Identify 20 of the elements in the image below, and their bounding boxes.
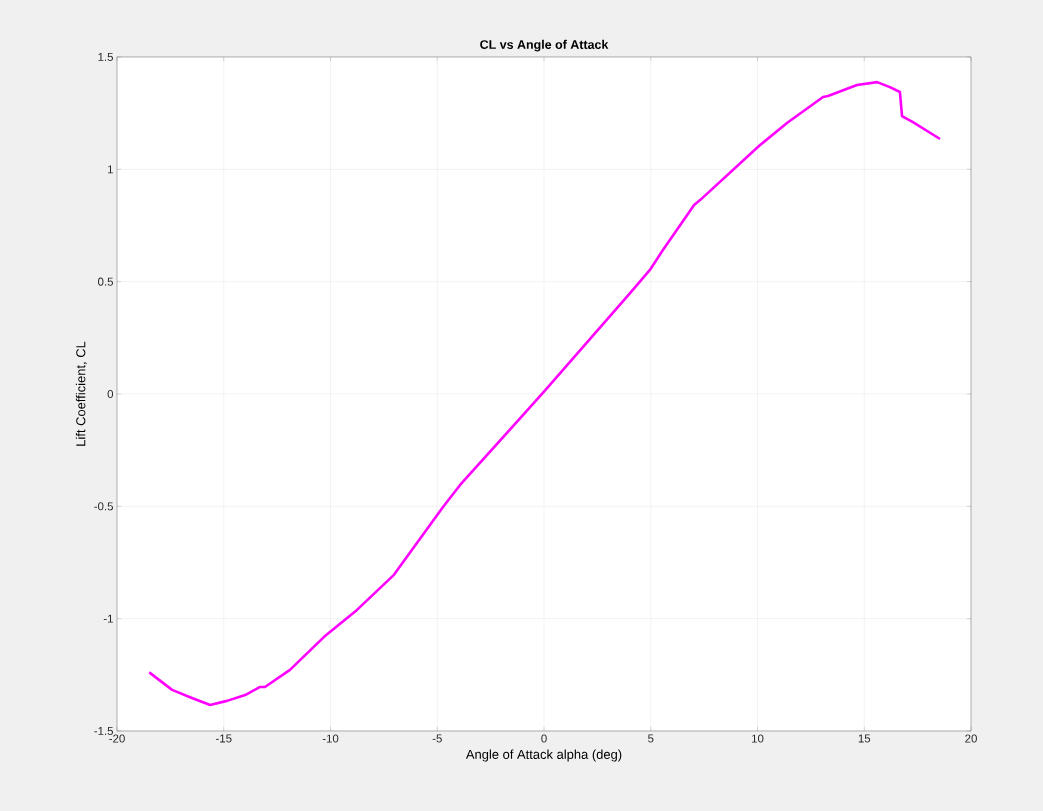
x-tick-label: -5 [432, 734, 442, 743]
y-tick-label: -0.5 [94, 502, 114, 511]
chart-title: CL vs Angle of Attack [480, 39, 609, 52]
x-axis-title: Angle of Attack alpha (deg) [465, 749, 622, 762]
x-tick-label: -10 [322, 734, 339, 743]
x-tick-label: -15 [216, 734, 232, 743]
line-series [147, 80, 942, 707]
y-tick-label: -1.5 [94, 726, 114, 735]
y-tick-label: 0 [107, 389, 114, 399]
x-tick-label: 5 [648, 734, 654, 743]
y-axis-title: Lift Coefficient, CL [75, 341, 87, 446]
x-tick-label: 20 [965, 734, 977, 743]
y-tick-label: 1.5 [98, 52, 114, 61]
x-tick-label: 10 [752, 734, 764, 743]
x-tick-label: -20 [109, 734, 125, 743]
y-tick-label: -1 [103, 614, 113, 623]
x-tick-label: 15 [858, 734, 871, 743]
x-tick-label: 0 [541, 734, 547, 743]
y-tick-label: 1 [107, 165, 113, 174]
y-tick-label: 0.5 [98, 277, 114, 286]
